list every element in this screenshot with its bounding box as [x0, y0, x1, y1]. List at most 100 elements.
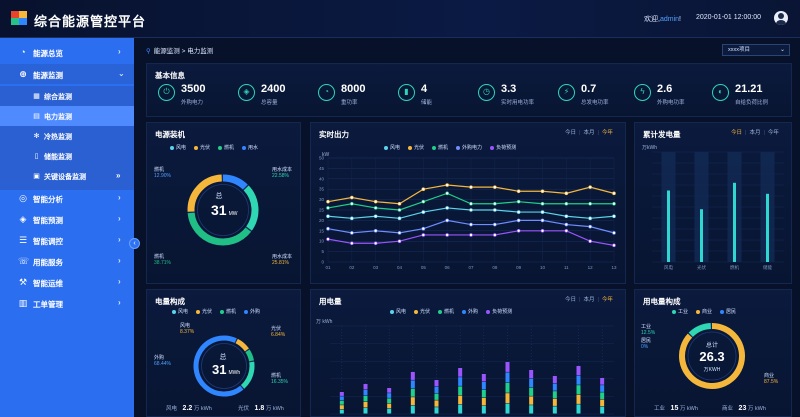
bar-segment — [339, 405, 344, 410]
chevron-right-icon: › — [118, 193, 121, 202]
legend-item[interactable]: 光伏 — [196, 309, 212, 315]
series-point — [612, 243, 616, 248]
series-point — [516, 189, 521, 194]
tab-year[interactable]: 今年 — [601, 130, 613, 136]
power-composition-title: 电量构成 — [155, 297, 185, 306]
sidebar-item-analysis[interactable]: ◎ 智能分析 › — [0, 188, 134, 208]
legend-item[interactable]: 燃机 — [432, 145, 448, 151]
chevron-right-icon: › — [118, 277, 121, 286]
chevron-right-icon: › — [118, 256, 121, 265]
basic-info-title: 基本信息 — [155, 71, 185, 80]
tab-today[interactable]: 今日 — [731, 130, 743, 136]
series-point — [469, 201, 473, 206]
sidebar-subitem-power[interactable]: ▤ 电力监测 — [0, 106, 134, 126]
series-point — [588, 239, 592, 243]
bar-segment — [505, 393, 510, 404]
sidebar-item-service[interactable]: ☏ 用能服务 › — [0, 251, 134, 271]
series-point — [373, 206, 378, 210]
dashboard-icon: ◔ — [20, 47, 26, 57]
legend-label: 风电 — [178, 309, 189, 315]
legend-item[interactable]: 风电 — [384, 145, 400, 151]
legend-item[interactable]: 负荷预测 — [486, 309, 512, 315]
tab-today[interactable]: 今日 — [565, 130, 577, 136]
bar-segment — [576, 394, 581, 404]
legend-item[interactable]: 光伏 — [414, 309, 430, 315]
legend-item[interactable]: 燃机 — [438, 309, 454, 315]
legend-label: 光伏 — [202, 309, 213, 315]
bar-segment — [481, 406, 486, 414]
sidebar-collapse-button[interactable]: ‹ — [129, 238, 140, 249]
legend-item[interactable]: 外购 — [462, 309, 478, 315]
legend-item[interactable]: 居民 — [720, 309, 736, 315]
legend-label: 风电 — [176, 145, 187, 151]
series-point — [445, 218, 449, 223]
cumulative-unit-label: 万kWh — [642, 145, 658, 151]
x-tick-label: 光伏 — [697, 264, 706, 271]
legend-item[interactable]: 光伏 — [194, 145, 210, 151]
legend-item[interactable]: 外购电力 — [456, 145, 482, 151]
sidebar-item-maintenance[interactable]: ⚒ 智能运维 › — [0, 272, 134, 292]
sidebar-subitem-integrated[interactable]: ▦ 综合监测 — [0, 86, 134, 106]
legend-label: 居民 — [726, 309, 737, 315]
sidebar-item-label: 工单管理 — [33, 300, 63, 309]
series-point — [350, 216, 354, 221]
sidebar-subitem-label: 关键设备监测 — [44, 174, 86, 181]
legend-dot-icon — [672, 309, 676, 314]
x-tick-label: 09 — [516, 265, 522, 270]
power-install-title: 电源装机 — [155, 130, 185, 139]
legend-item[interactable]: 光伏 — [408, 145, 424, 151]
legend-item[interactable]: 用水 — [242, 145, 258, 151]
sidebar-item-overview[interactable]: ◔ 能源总览 › — [0, 42, 134, 62]
bar-segment — [600, 385, 605, 392]
pi-pct-2: 38.71% — [154, 260, 171, 266]
bar-segment — [339, 409, 344, 414]
legend-dot-icon — [244, 309, 249, 314]
pc-pct-0: 8.37% — [180, 329, 195, 335]
avatar[interactable] — [774, 11, 788, 25]
legend-item[interactable]: 风电 — [170, 145, 186, 151]
tab-year[interactable]: 今年 — [601, 297, 613, 303]
cumulative-gen-title: 累计发电量 — [643, 130, 681, 139]
bar-segment — [410, 380, 415, 389]
tab-month[interactable]: 本月 — [749, 130, 761, 136]
legend-item[interactable]: 风电 — [172, 309, 188, 315]
sidebar-subitem-storage[interactable]: ▯ 储能监测 — [0, 146, 134, 166]
stat-value: 0.7 — [581, 83, 597, 95]
sidebar-item-forecast[interactable]: ◈ 智能预测 › — [0, 209, 134, 229]
legend-item[interactable]: 工业 — [672, 309, 688, 315]
username[interactable]: admin — [659, 16, 680, 23]
bar — [667, 190, 670, 262]
sidebar-item-monitor[interactable]: ⊕ 能源监测 ⌄ — [0, 64, 134, 84]
tab-today[interactable]: 今日 — [565, 297, 577, 303]
legend-item[interactable]: 负荷预测 — [490, 145, 516, 151]
bar-segment — [434, 386, 439, 394]
project-select[interactable]: xxxx项目 ⌄ — [722, 44, 790, 56]
pc-pct-3: 68.44% — [154, 361, 171, 367]
series-point — [516, 218, 521, 223]
legend-item[interactable]: 燃机 — [220, 309, 236, 315]
sidebar-item-control[interactable]: ☰ 智能调控 › — [0, 230, 134, 250]
app-logo-icon — [11, 11, 27, 25]
series-point — [516, 229, 521, 233]
chevron-right-icon: › — [118, 235, 121, 244]
bar-segment — [387, 398, 392, 404]
tab-month[interactable]: 本月 — [583, 297, 595, 303]
welcome-text: 欢迎,admin! — [644, 16, 681, 23]
legend-dot-icon — [408, 145, 413, 150]
tab-year[interactable]: 今年 — [767, 130, 779, 136]
legend-item[interactable]: 风电 — [390, 309, 406, 315]
donut-slice-2 — [679, 323, 745, 389]
sidebar-item-workorder[interactable]: ▥ 工单管理 › — [0, 293, 134, 313]
legend-item[interactable]: 燃机 — [218, 145, 234, 151]
breadcrumb-root[interactable]: 能源监测 — [153, 48, 180, 55]
tab-month[interactable]: 本月 — [583, 130, 595, 136]
legend-label: 外购 — [250, 309, 261, 315]
legend-item[interactable]: 商业 — [696, 309, 712, 315]
bar-segment — [505, 382, 510, 393]
series-point — [612, 201, 616, 206]
series-point — [493, 222, 497, 227]
service-icon: ☏ — [18, 256, 30, 266]
legend-item[interactable]: 外购 — [244, 309, 260, 315]
sidebar-subitem-thermal[interactable]: ✻ 冷热监测 — [0, 126, 134, 146]
sidebar-subitem-devices[interactable]: ▣ 关键设备监测 » — [0, 166, 134, 186]
